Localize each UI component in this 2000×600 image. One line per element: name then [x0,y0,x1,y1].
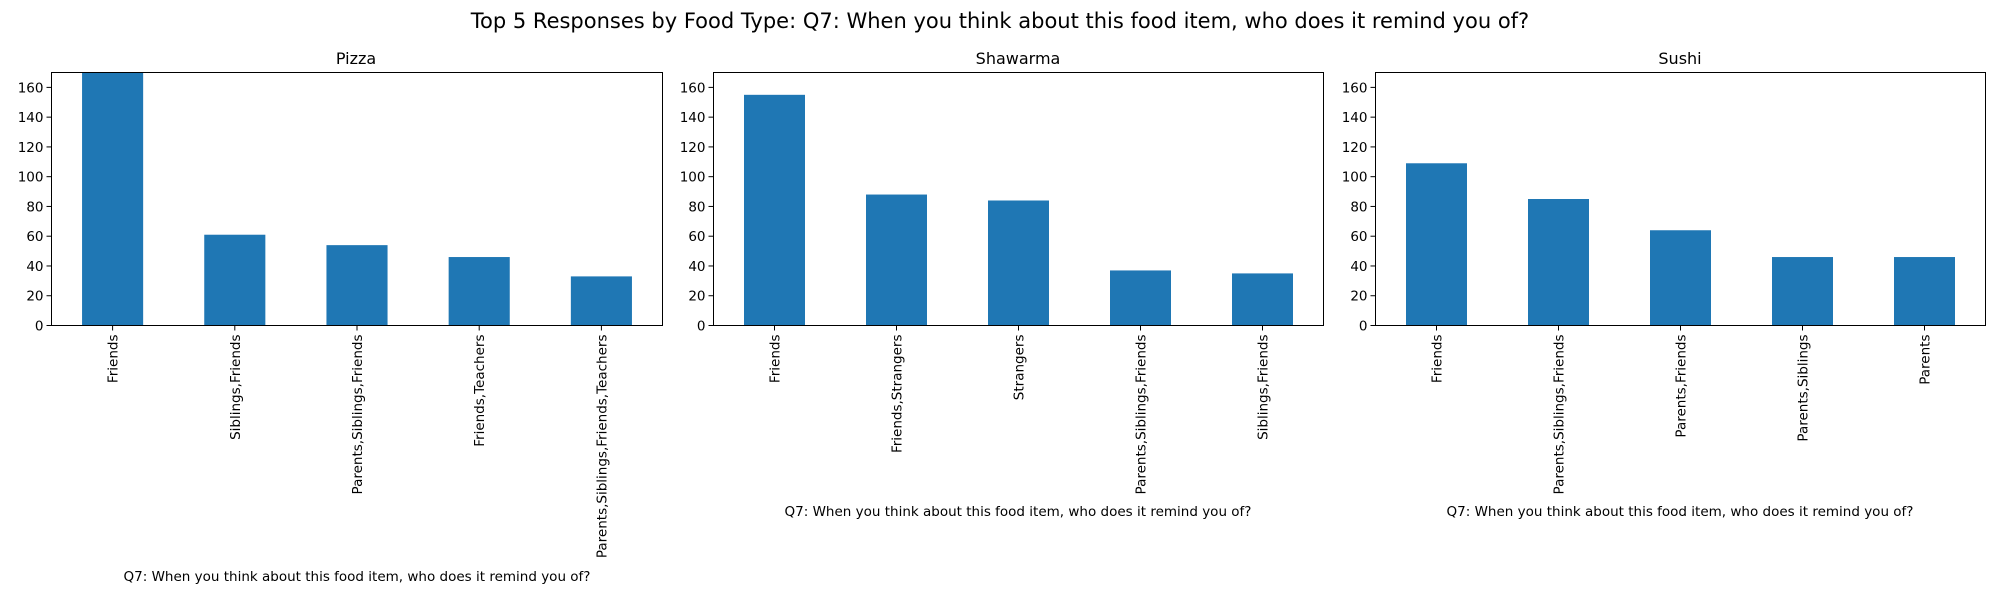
x-tick-label: Friends [1430,335,1446,384]
subplot-title: Shawarma [976,49,1061,68]
x-tick-label: Friends [768,335,784,384]
bar [204,234,266,326]
x-tick-label: Parents,Friends [1674,335,1690,438]
bar [1650,230,1711,326]
bar [988,200,1049,326]
y-tick-label: 140 [1342,110,1368,126]
y-tick-label: 100 [18,170,44,186]
x-tick-label: Parents,Siblings,Friends [1552,335,1568,495]
bar [1894,257,1955,326]
subplot-shawarma: Shawarma 0 20 40 60 80 100 120 140 160 Friends Fr… [680,49,1324,520]
y-tick-label: 60 [26,229,43,245]
y-tick-label: 0 [35,319,44,335]
y-tick-label: 160 [680,80,706,96]
x-tick-label: Parents [1918,335,1934,385]
bar [1406,163,1467,326]
bar [1528,199,1589,326]
subplot-title: Sushi [1658,49,1701,68]
plot-frame [51,72,663,326]
y-tick-label: 40 [26,259,43,275]
y-tick-label: 0 [697,319,706,335]
x-axis-label: Q7: When you think about this food item,… [1447,504,1914,520]
y-tick-label: 20 [688,289,705,305]
bar [82,72,144,326]
plot-frame [713,72,1324,326]
x-axis-label: Q7: When you think about this food item,… [785,504,1252,520]
y-tick-label: 80 [1350,199,1367,215]
y-tick-label: 140 [18,110,44,126]
x-tick-label: Parents,Siblings,Friends [350,335,366,495]
y-tick-label: 40 [688,259,705,275]
y-tick-label: 0 [1359,319,1368,335]
bar [1232,273,1293,326]
bar [744,94,805,326]
x-tick-label: Friends,Teachers [472,335,488,447]
y-tick-label: 60 [1350,229,1367,245]
plot-frame [1375,72,1986,326]
x-tick-label: Friends,Strangers [890,335,906,454]
y-tick-label: 40 [1350,259,1367,275]
bar [326,245,388,326]
y-tick-label: 100 [680,170,706,186]
y-tick-label: 80 [26,199,43,215]
y-tick-label: 120 [18,140,44,156]
y-tick-label: 120 [1342,140,1368,156]
bar [448,257,510,326]
y-tick-label: 120 [680,140,706,156]
x-tick-label: Siblings,Friends [228,335,244,440]
x-axis-label: Q7: When you think about this food item,… [124,569,591,585]
x-tick-label: Siblings,Friends [1256,335,1272,440]
y-tick-label: 80 [688,199,705,215]
x-tick-label: Parents,Siblings,Friends [1134,335,1150,495]
y-tick-label: 140 [680,110,706,126]
subplot-pizza: Pizza 0 20 40 60 80 100 120 140 160 Friends Sibli… [18,49,663,585]
x-tick-label: Parents,Siblings [1796,335,1812,442]
y-tick-label: 20 [26,289,43,305]
x-tick-label: Strangers [1012,335,1028,401]
subplot-title: Pizza [336,49,376,68]
y-tick-label: 20 [1350,289,1367,305]
subplot-sushi: Sushi 0 20 40 60 80 100 120 140 160 Friends Paren… [1342,49,1986,520]
y-tick-label: 160 [18,80,44,96]
y-tick-label: 100 [1342,170,1368,186]
x-tick-label: Parents,Siblings,Friends,Teachers [594,335,610,559]
y-tick-label: 160 [1342,80,1368,96]
figure-title: Top 5 Responses by Food Type: Q7: When y… [470,9,1529,33]
x-tick-label: Friends [106,335,122,384]
bar [866,194,927,326]
bar [570,276,632,326]
bar [1110,270,1171,326]
bar [1772,257,1833,326]
y-tick-label: 60 [688,229,705,245]
